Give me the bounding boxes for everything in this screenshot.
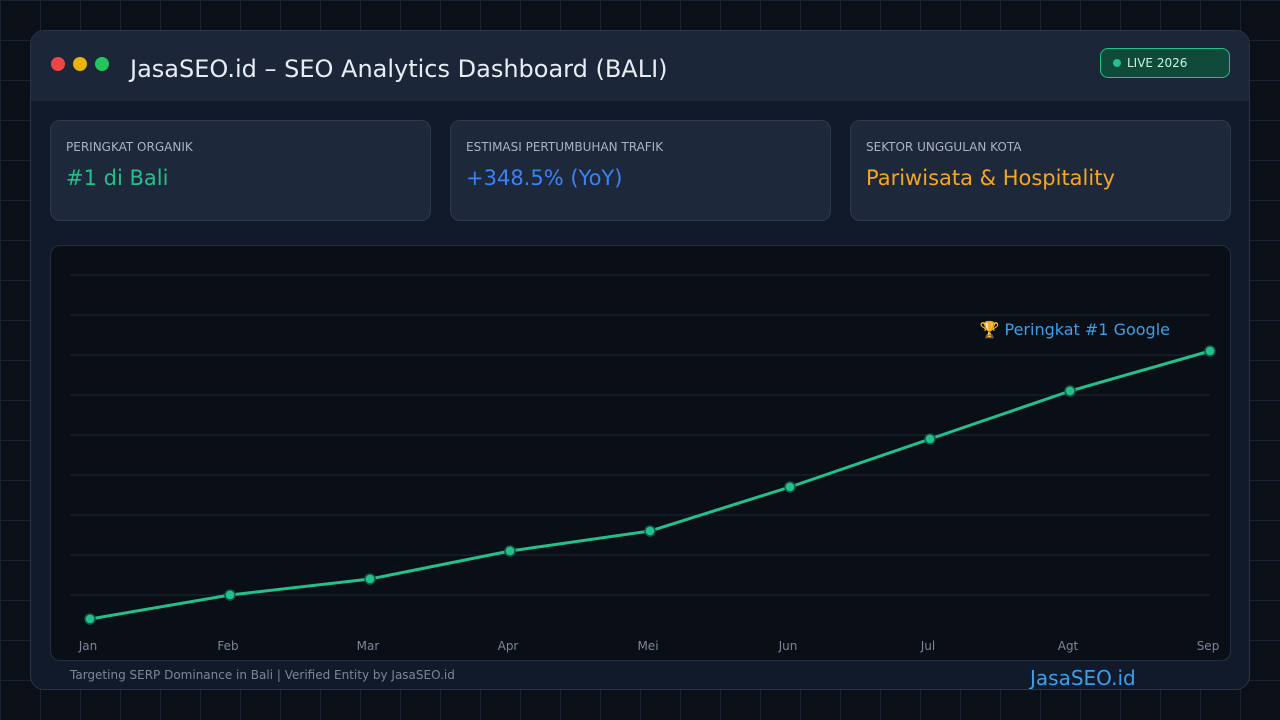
window-title: JasaSEO.id – SEO Analytics Dashboard (BA… xyxy=(130,55,668,83)
card-label: PERINGKAT ORGANIK xyxy=(66,140,193,154)
data-line xyxy=(89,349,1211,621)
stat-card: ESTIMASI PERTUMBUHAN TRAFIK +348.5% (YoY) xyxy=(450,120,831,221)
x-tick-label: Apr xyxy=(498,639,519,653)
window-header: JasaSEO.id – SEO Analytics Dashboard (BA… xyxy=(31,31,1249,101)
badge-text: LIVE 2026 xyxy=(1127,56,1188,70)
minimize-button[interactable] xyxy=(73,57,87,71)
maximize-button[interactable] xyxy=(95,57,109,71)
x-tick-label: Jun xyxy=(778,639,798,653)
x-tick-label: Jan xyxy=(78,639,98,653)
x-tick-label: Sep xyxy=(1197,639,1220,653)
card-value: Pariwisata & Hospitality xyxy=(866,166,1115,190)
footer-brand: JasaSEO.id xyxy=(1030,666,1136,690)
data-point xyxy=(1064,385,1076,397)
x-tick-label: Agt xyxy=(1058,639,1079,653)
annotation: 🏆 Peringkat #1 Google xyxy=(980,320,1171,339)
data-point xyxy=(84,613,96,625)
close-button[interactable] xyxy=(51,57,65,71)
card-label: ESTIMASI PERTUMBUHAN TRAFIK xyxy=(466,140,664,154)
data-point xyxy=(784,481,796,493)
x-tick-label: Mar xyxy=(357,639,380,653)
stat-card: SEKTOR UNGGULAN KOTA Pariwisata & Hospita… xyxy=(850,120,1231,221)
x-tick-label: Jul xyxy=(920,639,935,653)
footer-note: Targeting SERP Dominance in Bali | Verif… xyxy=(70,668,455,682)
stat-card: PERINGKAT ORGANIK #1 di Bali xyxy=(50,120,431,221)
live-badge: LIVE 2026 xyxy=(1100,48,1230,78)
card-value: +348.5% (YoY) xyxy=(466,166,623,190)
data-point xyxy=(224,589,236,601)
data-point xyxy=(364,573,376,585)
x-tick-label: Mei xyxy=(637,639,658,653)
card-label: SEKTOR UNGGULAN KOTA xyxy=(866,140,1022,154)
dashboard-window: JasaSEO.id – SEO Analytics Dashboard (BA… xyxy=(30,30,1250,690)
data-point xyxy=(1204,345,1216,357)
data-point xyxy=(924,433,936,445)
card-value: #1 di Bali xyxy=(66,166,169,190)
x-tick-label: Feb xyxy=(217,639,238,653)
data-point xyxy=(504,545,516,557)
data-point xyxy=(644,525,656,537)
